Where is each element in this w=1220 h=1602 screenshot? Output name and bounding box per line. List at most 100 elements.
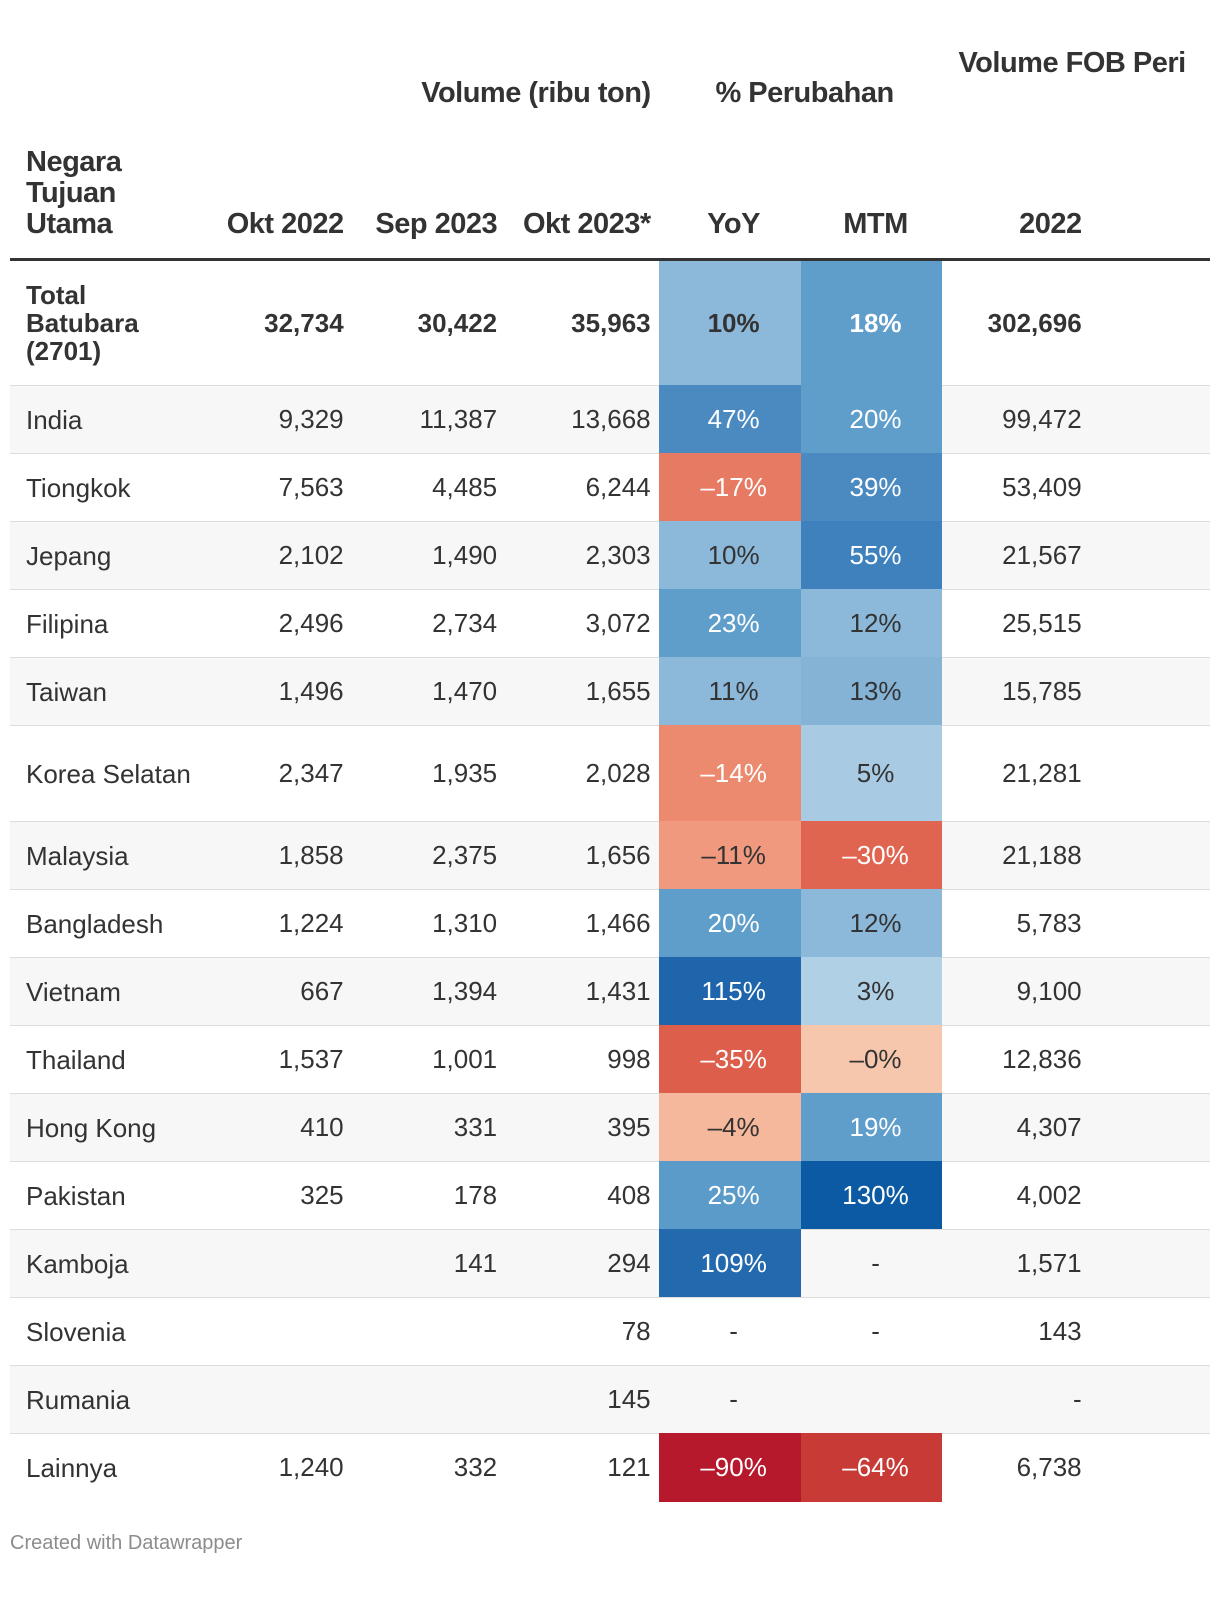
cell-fob-2023: 1,45 <box>1089 1161 1210 1230</box>
cell-fob-2023: 20,68 <box>1089 521 1210 590</box>
country-name: Korea Selatan <box>10 725 205 822</box>
country-name: Tiongkok <box>10 453 205 522</box>
cell-fob-2022: 15,785 <box>942 657 1090 726</box>
cell-okt-2022: 410 <box>204 1093 352 1162</box>
cell-okt-2023: 998 <box>505 1025 659 1094</box>
cell-mtm <box>800 1365 943 1434</box>
cell-fob-2023: 89,15 <box>1089 385 1210 454</box>
cell-okt-2022: 667 <box>204 957 352 1026</box>
country-name: Pakistan <box>10 1161 205 1230</box>
cell-yoy: 20% <box>658 889 801 958</box>
country-name: Thailand <box>10 1025 205 1094</box>
cell-yoy: –14% <box>658 725 801 822</box>
cell-okt-2022: 1,224 <box>204 889 352 958</box>
cell-fob-2023: 66,47 <box>1089 453 1210 522</box>
col-header-okt-2022: Okt 2022 <box>204 110 352 261</box>
col-header-fob-2022: 2022 <box>942 110 1090 261</box>
cell-yoy: 10% <box>658 259 801 386</box>
cell-sep-2023: 1,490 <box>351 521 506 590</box>
group-header-fob: Volume FOB Peri <box>958 47 1186 79</box>
cell-fob-2023: 12,77 <box>1089 657 1210 726</box>
cell-fob-2022: 21,188 <box>942 821 1090 890</box>
cell-yoy: –90% <box>658 1433 801 1502</box>
country-name: Hong Kong <box>10 1093 205 1162</box>
country-name: Lainnya <box>10 1433 205 1502</box>
col-header-sep-2023: Sep 2023 <box>351 110 506 261</box>
cell-mtm: 19% <box>800 1093 943 1162</box>
cell-fob-2023: 30 <box>1089 1365 1210 1434</box>
table-row: Total Batubara (2701) 32,734 30,422 35,963 1… <box>10 259 1210 386</box>
cell-okt-2022: 7,563 <box>204 453 352 522</box>
cell-fob-2023: 8,59 <box>1089 889 1210 958</box>
table-row: Malaysia1,8582,3751,656–11%–30%21,18823,… <box>10 821 1210 890</box>
cell-fob-2022: - <box>942 1365 1090 1434</box>
cell-okt-2022 <box>204 1229 352 1298</box>
cell-okt-2023: 294 <box>505 1229 659 1298</box>
cell-okt-2023: 6,244 <box>505 453 659 522</box>
table-row: Korea Selatan 2,347 1,935 2,028 –14% 5% 21,281… <box>10 725 1210 822</box>
cell-okt-2023: 1,655 <box>505 657 659 726</box>
cell-okt-2023: 13,668 <box>505 385 659 454</box>
cell-mtm: - <box>800 1229 943 1298</box>
cell-fob-2022: 21,281 <box>942 725 1090 822</box>
cell-okt-2023: 1,656 <box>505 821 659 890</box>
country-name: Kamboja <box>10 1229 205 1298</box>
cell-mtm: 12% <box>800 589 943 658</box>
cell-sep-2023: 1,935 <box>351 725 506 822</box>
cell-okt-2023: 121 <box>505 1433 659 1502</box>
table-row: Tiongkok7,5634,4856,244–17%39%53,40966,4… <box>10 453 1210 522</box>
footer-credit: Created with Datawrapper <box>10 1532 243 1554</box>
cell-sep-2023: 2,734 <box>351 589 506 658</box>
cell-fob-2022: 1,571 <box>942 1229 1090 1298</box>
cell-mtm: 13% <box>800 657 943 726</box>
cell-mtm: –64% <box>800 1433 943 1502</box>
country-name: India <box>10 385 205 454</box>
cell-fob-2022: 9,100 <box>942 957 1090 1026</box>
cell-yoy: - <box>658 1297 801 1366</box>
cell-okt-2022: 2,102 <box>204 521 352 590</box>
cell-okt-2022 <box>204 1297 352 1366</box>
cell-mtm: 20% <box>800 385 943 454</box>
cell-okt-2023: 2,028 <box>505 725 659 822</box>
cell-okt-2022: 2,347 <box>204 725 352 822</box>
cell-sep-2023: 1,001 <box>351 1025 506 1094</box>
cell-mtm: 5% <box>800 725 943 822</box>
cell-okt-2022: 1,496 <box>204 657 352 726</box>
cell-fob-2022: 6,738 <box>942 1433 1090 1502</box>
table-wrapper: Volume (ribu ton) % Perubahan Volume FOB… <box>10 0 1210 1540</box>
cell-fob-2023: 3,93 <box>1089 1093 1210 1162</box>
cell-mtm: 18% <box>800 259 943 386</box>
cell-yoy: –4% <box>658 1093 801 1162</box>
cell-mtm: - <box>800 1297 943 1366</box>
cell-fob-2022: 53,409 <box>942 453 1090 522</box>
cell-okt-2022: 1,537 <box>204 1025 352 1094</box>
cell-mtm: –0% <box>800 1025 943 1094</box>
cell-mtm: 39% <box>800 453 943 522</box>
cell-sep-2023: 1,310 <box>351 889 506 958</box>
cell-sep-2023: 141 <box>351 1229 506 1298</box>
cell-fob-2023: 309,82 <box>1089 259 1210 386</box>
col-header-country: Negara Tujuan Utama <box>10 110 205 261</box>
cell-yoy: 23% <box>658 589 801 658</box>
cell-okt-2023: 35,963 <box>505 259 659 386</box>
col-header-yoy: YoY <box>658 110 801 261</box>
cell-yoy: 10% <box>658 521 801 590</box>
cell-sep-2023: 11,387 <box>351 385 506 454</box>
cell-sep-2023: 332 <box>351 1433 506 1502</box>
group-header-volume: Volume (ribu ton) <box>421 77 651 109</box>
country-name: Taiwan <box>10 657 205 726</box>
cell-okt-2022: 2,496 <box>204 589 352 658</box>
cell-okt-2023: 2,303 <box>505 521 659 590</box>
